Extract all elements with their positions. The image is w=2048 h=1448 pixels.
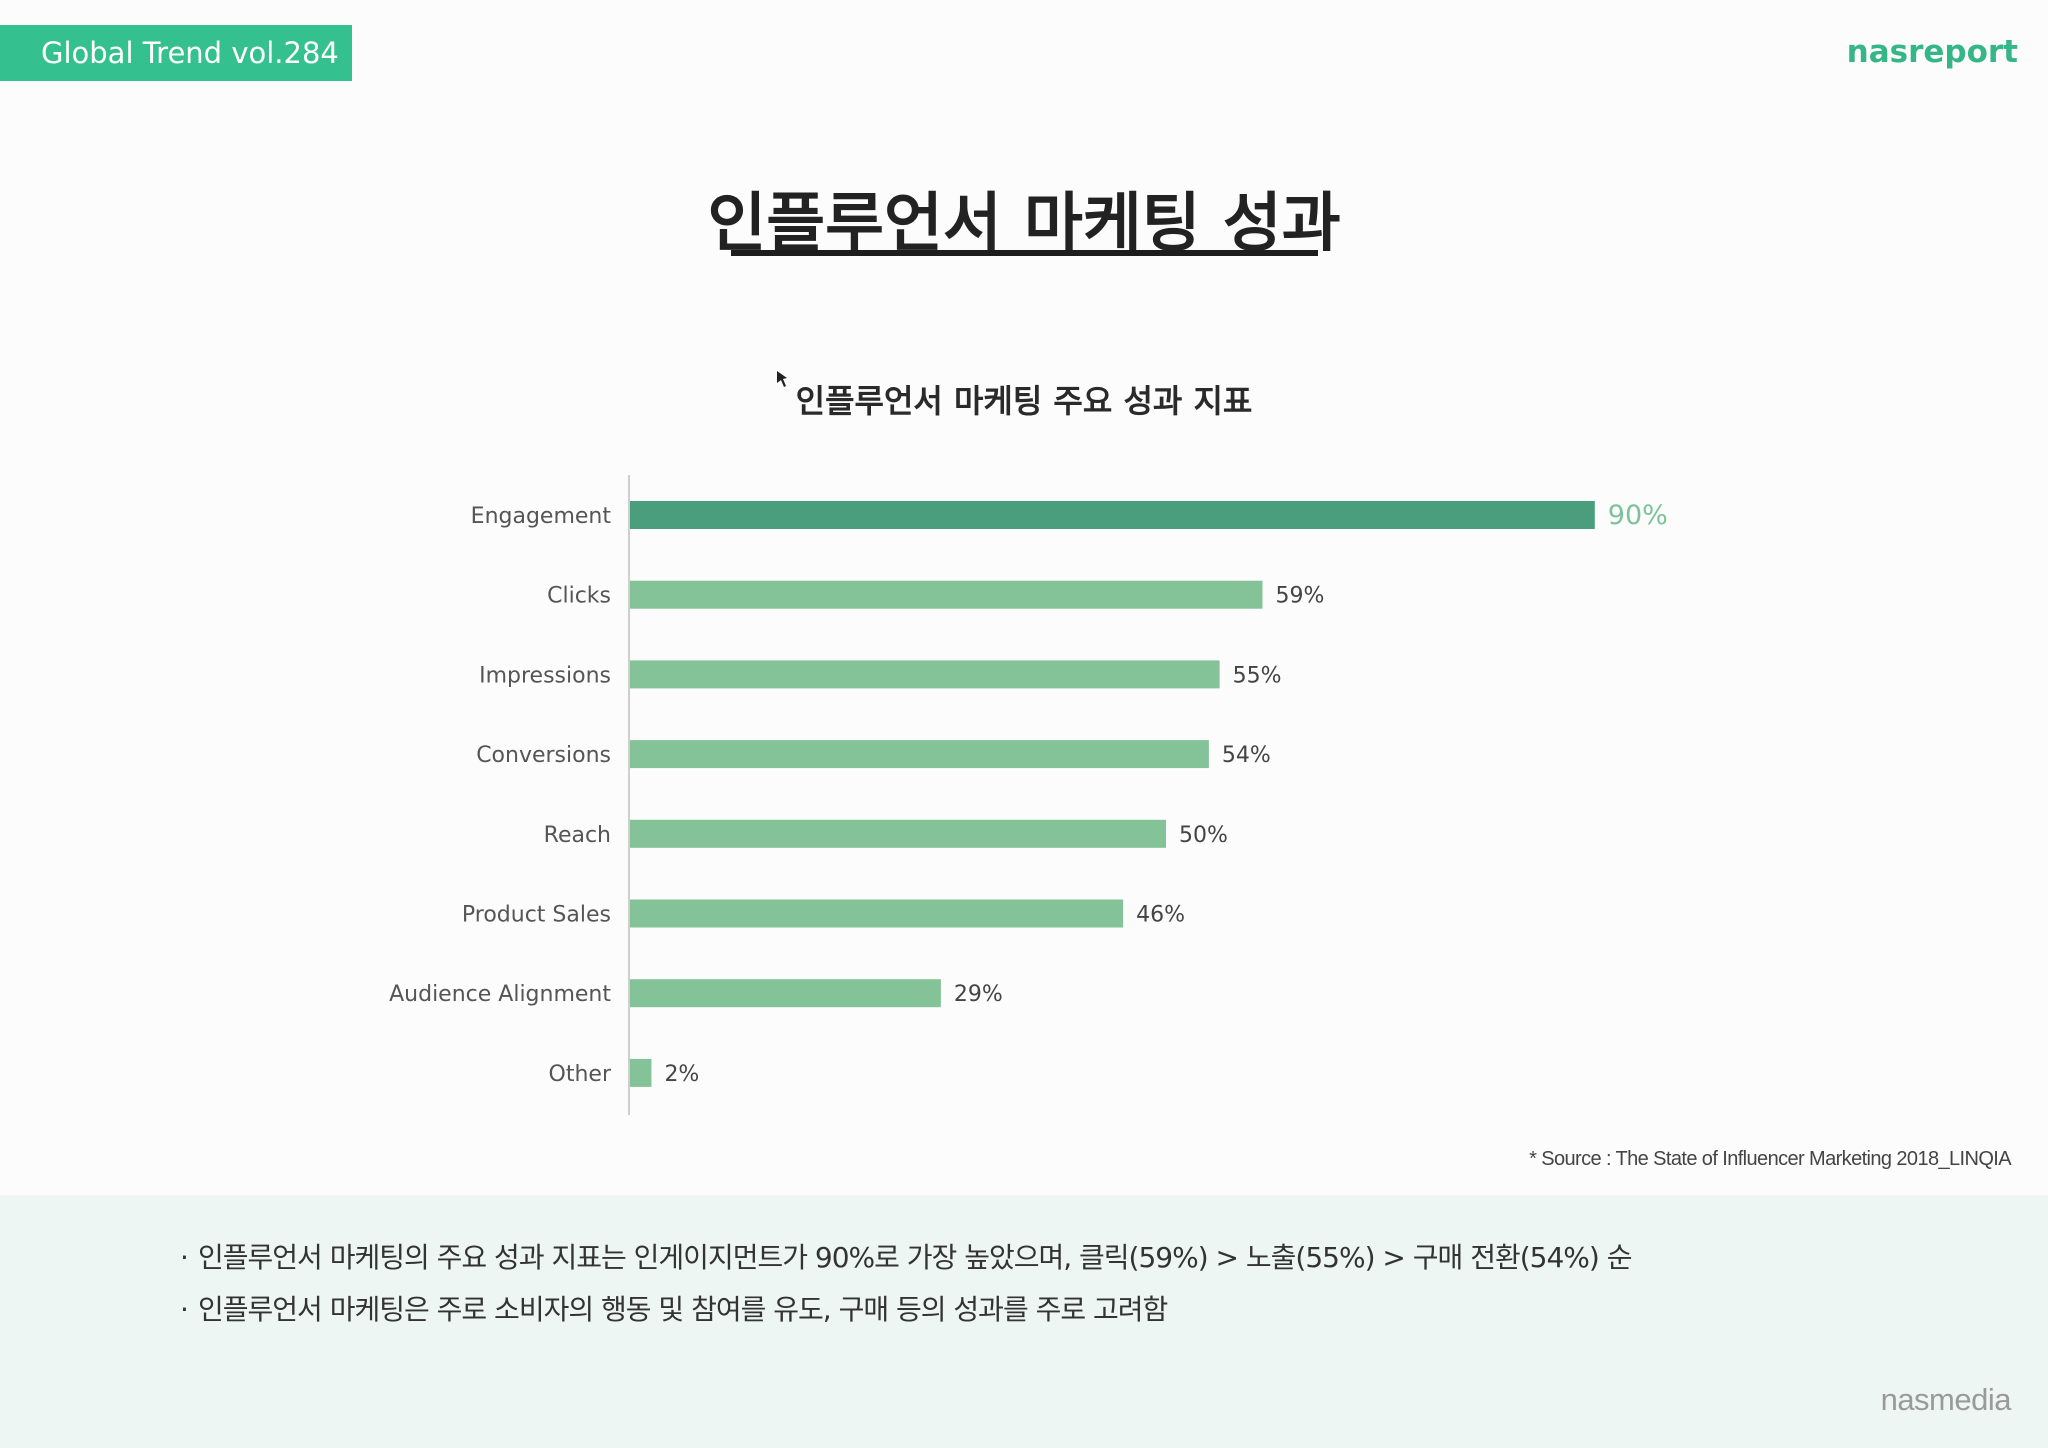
page-title: 인플루언서 마케팅 성과 <box>707 187 1341 261</box>
chart-title: 인플루언서 마케팅 주요 성과 지표 <box>795 382 1253 420</box>
bullet-dot: · <box>180 1241 189 1274</box>
brand-logo: nasreport <box>1846 34 2018 70</box>
category-label: Reach <box>544 823 611 848</box>
summary-bullet-text: 인플루언서 마케팅의 주요 성과 지표는 인게이지먼트가 90%로 가장 높았으… <box>198 1241 1632 1274</box>
value-label: 55% <box>1233 663 1282 688</box>
summary-bullet-text: 인플루언서 마케팅은 주로 소비자의 행동 및 참여를 유도, 구매 등의 성과… <box>198 1293 1168 1326</box>
issue-badge-label: Global Trend vol.284 <box>41 36 339 70</box>
bullet-dot: · <box>180 1293 189 1326</box>
value-label: 59% <box>1275 584 1324 609</box>
category-label: Other <box>549 1062 612 1087</box>
category-label: Impressions <box>479 663 611 688</box>
category-label: Audience Alignment <box>389 982 611 1007</box>
title-underline <box>731 250 1318 256</box>
cursor-icon <box>777 371 787 387</box>
bar <box>630 899 1124 928</box>
category-label: Product Sales <box>462 903 611 928</box>
source-note: * Source : The State of Influencer Marke… <box>1529 1148 2011 1170</box>
value-label: 2% <box>664 1062 699 1087</box>
value-label: 46% <box>1136 903 1185 928</box>
value-label: 29% <box>954 982 1003 1007</box>
summary-bullet: · 인플루언서 마케팅의 주요 성과 지표는 인게이지먼트가 90%로 가장 높았… <box>180 1236 1632 1276</box>
bar <box>630 979 941 1008</box>
footer-brand-logo: nasmedia <box>1880 1382 2012 1417</box>
category-label: Clicks <box>547 584 611 609</box>
value-label: 90% <box>1608 500 1668 531</box>
bar <box>630 819 1166 848</box>
bar <box>630 1058 652 1087</box>
category-label: Engagement <box>471 504 612 529</box>
issue-badge: Global Trend vol.284 <box>0 25 352 81</box>
bar-chart: Engagement 90% Clicks 59% Impressions 55% Conv… <box>389 475 1668 1115</box>
value-label: 54% <box>1222 743 1271 768</box>
summary-panel <box>0 1195 2048 1448</box>
bar <box>630 580 1263 609</box>
bar <box>630 501 1595 529</box>
summary-bullet: · 인플루언서 마케팅은 주로 소비자의 행동 및 참여를 유도, 구매 등의 성… <box>180 1288 1168 1328</box>
bar <box>630 740 1209 769</box>
category-label: Conversions <box>476 743 611 768</box>
bar <box>630 660 1220 689</box>
value-label: 50% <box>1179 823 1228 848</box>
